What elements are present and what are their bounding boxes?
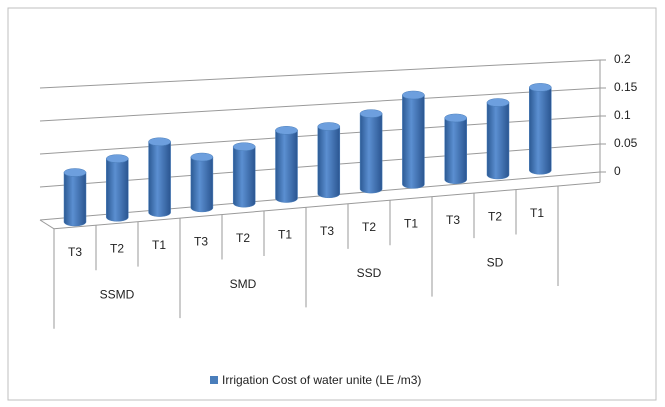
- bar-top: [402, 90, 425, 100]
- bar-top: [190, 152, 214, 162]
- bar: [232, 146, 256, 208]
- x-tick-label: T1: [530, 206, 544, 220]
- bar: [275, 130, 298, 203]
- group-label: SMD: [230, 277, 257, 291]
- bar-top: [317, 122, 341, 131]
- bar: [106, 158, 129, 222]
- bar: [402, 94, 425, 189]
- x-tick-label: T3: [446, 213, 460, 227]
- bar: [359, 113, 383, 194]
- bar-top: [486, 98, 510, 107]
- grid-line: [39, 87, 601, 122]
- x-tick-label: T3: [68, 245, 82, 259]
- bar: [486, 102, 510, 180]
- x-tick-label: T2: [110, 242, 124, 256]
- x-tick-label: T2: [488, 209, 502, 223]
- bar-top: [359, 109, 383, 118]
- grid-line: [39, 59, 601, 89]
- bar-top: [275, 126, 298, 135]
- bar: [444, 117, 467, 184]
- x-tick-label: T3: [320, 224, 334, 238]
- x-tick-label: T1: [152, 238, 166, 252]
- bar: [190, 156, 214, 213]
- bar-top: [106, 154, 129, 163]
- group-label: SSD: [357, 266, 382, 280]
- legend-swatch: [210, 376, 218, 384]
- x-tick-label: T1: [278, 227, 292, 241]
- x-tick-label: T2: [362, 220, 376, 234]
- bar-top: [63, 168, 87, 177]
- x-tick-label: T1: [404, 217, 418, 231]
- group-label: SSMD: [100, 288, 135, 302]
- bar: [529, 87, 552, 175]
- bar: [317, 126, 341, 199]
- y-tick-label: 0.2: [614, 52, 631, 66]
- bar-top: [444, 113, 467, 123]
- y-tick-label: 0.1: [614, 108, 631, 122]
- x-tick-label: T2: [236, 231, 250, 245]
- bar-top: [232, 142, 256, 151]
- group-label: SD: [487, 255, 504, 269]
- bar: [63, 172, 87, 227]
- floor-edge: [39, 219, 55, 230]
- chart-frame: [7, 7, 657, 401]
- bar: [148, 141, 171, 217]
- y-tick-label: 0.05: [614, 136, 638, 150]
- y-tick-label: 0: [614, 164, 621, 178]
- bar-top: [529, 83, 552, 92]
- x-tick-label: T3: [194, 234, 208, 248]
- legend-label: Irrigation Cost of water unite (LE /m3): [222, 373, 421, 387]
- bar-top: [148, 137, 171, 147]
- floor-edge: [53, 181, 601, 230]
- y-tick-label: 0.15: [614, 80, 638, 94]
